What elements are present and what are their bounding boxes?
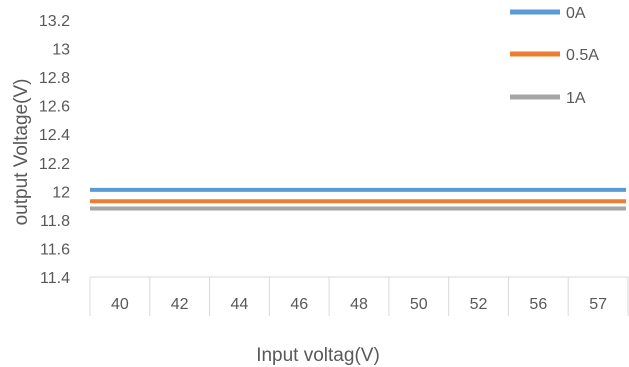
x-tick-label: 50 [410,296,428,313]
y-axis-title: output Voltage(V) [11,79,32,226]
x-tick-label: 46 [290,296,308,313]
x-tick-label: 42 [171,296,189,313]
y-tick-label: 12.8 [39,70,70,87]
legend-label: 0.5A [566,47,599,64]
x-tick-label: 56 [529,296,547,313]
y-tick-label: 13.2 [39,13,70,30]
series-lines [90,187,626,211]
y-tick-label: 12.4 [39,127,70,144]
x-tick-label: 48 [350,296,368,313]
x-axis-ticks: 40 42 44 46 48 50 52 56 57 [89,277,629,316]
x-tick-label: 40 [111,296,129,313]
y-tick-label: 11.4 [40,270,70,287]
y-tick-label: 12.2 [39,156,70,173]
legend-label: 1A [566,90,586,107]
y-tick-label: 12 [52,184,70,201]
y-tick-label: 12.6 [39,99,70,116]
y-axis-ticks: 11.4 11.6 11.8 12 12.2 12.4 12.6 12.8 13 13.2 [39,13,70,287]
x-tick-label: 52 [470,296,488,313]
legend: 0A 0.5A 1A [510,5,599,107]
y-tick-label: 11.8 [40,213,70,230]
y-tick-label: 13 [52,42,70,59]
legend-label: 0A [566,5,586,22]
y-tick-label: 11.6 [40,241,70,258]
x-tick-label: 44 [231,296,249,313]
x-tick-label: 57 [589,296,607,313]
x-axis-title: Input voltag(V) [256,345,380,366]
